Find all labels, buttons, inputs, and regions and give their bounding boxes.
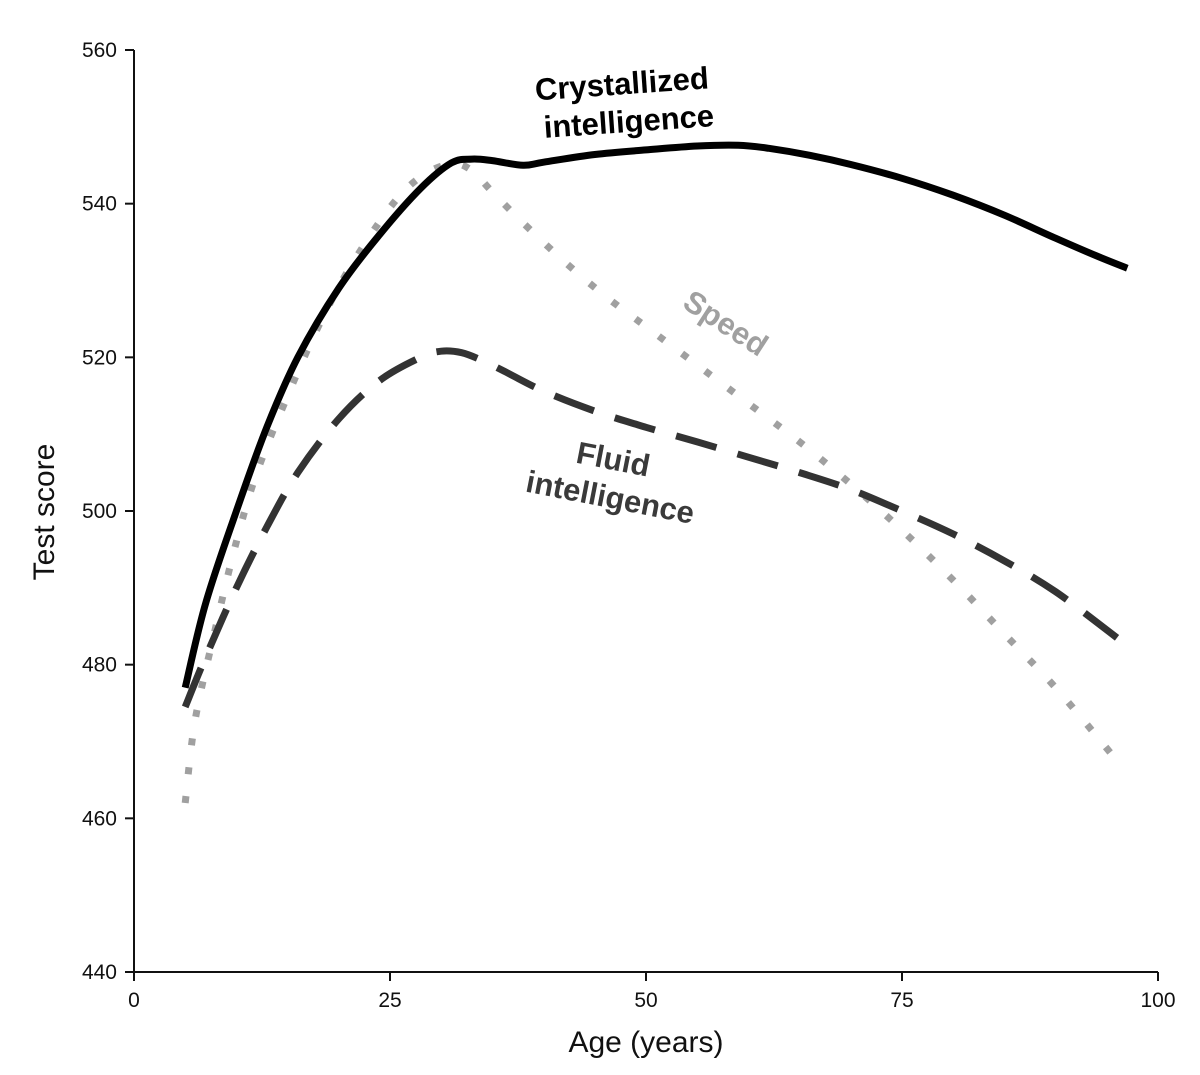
x-axis-ticks: 0 25 50 75 100 (128, 972, 1176, 1012)
y-tick-label: 440 (82, 961, 117, 984)
series-line-crystallized (181, 141, 1129, 689)
series-lines (181, 141, 1129, 804)
y-tick-label: 460 (82, 807, 117, 830)
x-tick-label: 0 (128, 989, 140, 1012)
speed-label: Speed (677, 283, 774, 363)
x-tick-label: 25 (378, 989, 401, 1012)
y-tick-label: 500 (82, 500, 117, 523)
y-axis-ticks: 440 460 480 500 520 540 560 (82, 39, 134, 984)
crystallized-intelligence-label: Crystallized intelligence (534, 60, 721, 146)
x-tick-label: 75 (890, 989, 913, 1012)
x-axis-title: Age (years) (568, 1026, 723, 1059)
x-tick-label: 100 (1140, 989, 1175, 1012)
fluid-intelligence-label: Fluid intelligence (523, 427, 704, 531)
y-axis-title: Test score (28, 444, 61, 581)
y-tick-label: 520 (82, 346, 117, 369)
x-tick-label: 50 (634, 989, 657, 1012)
series-labels: Crystallized intelligence Speed Fluid in… (523, 60, 774, 531)
axes: 0 25 50 75 100 440 460 480 500 520 540 560 (82, 39, 1176, 1012)
y-tick-label: 480 (82, 654, 117, 677)
y-tick-label: 560 (82, 39, 117, 62)
series-line-fluid (181, 347, 1120, 709)
y-tick-label: 540 (82, 193, 117, 216)
